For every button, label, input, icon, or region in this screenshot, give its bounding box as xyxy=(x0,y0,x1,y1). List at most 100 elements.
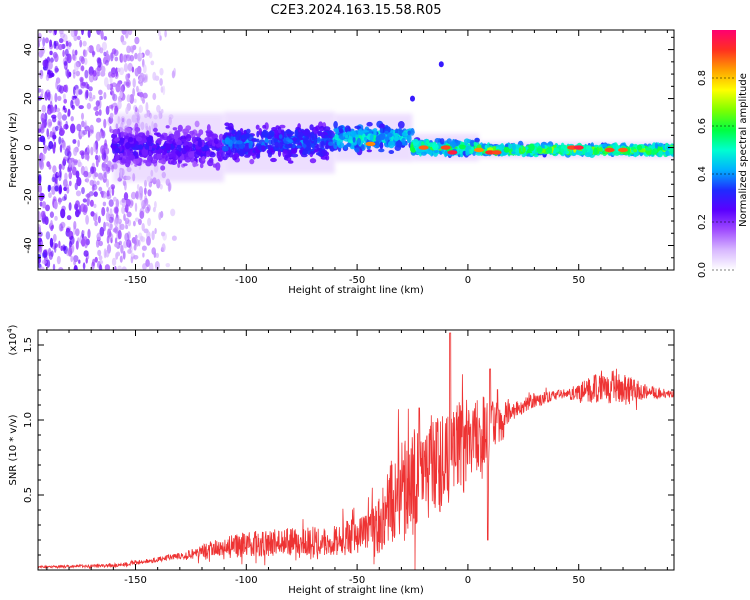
heatmap-band-blob xyxy=(128,136,134,143)
heatmap-speckle xyxy=(90,146,94,156)
heatmap-speckle xyxy=(94,172,99,178)
heatmap-speckle xyxy=(86,193,91,198)
heatmap-speckle xyxy=(108,199,114,207)
heatmap-speckle xyxy=(130,256,134,264)
colorbar-tick-label: 0.6 xyxy=(697,118,708,134)
heatmap-speckle xyxy=(62,49,65,58)
heatmap-band-blob xyxy=(144,144,150,150)
heatmap-speckle xyxy=(54,92,58,103)
heatmap-band-blob xyxy=(355,134,359,138)
heatmap-speckle xyxy=(152,71,157,81)
heatmap-band-blob xyxy=(522,146,526,153)
heatmap-speckle xyxy=(72,53,76,61)
heatmap-band-blob xyxy=(324,134,328,139)
heatmap-speckle xyxy=(137,218,142,226)
heatmap-speckle xyxy=(66,187,70,194)
heatmap-speckle xyxy=(62,244,66,252)
heatmap-band-blob xyxy=(175,150,180,155)
heatmap-speckle xyxy=(76,123,82,132)
heatmap-speckle xyxy=(73,147,78,156)
heatmap-speckle xyxy=(87,228,91,239)
heatmap-speckle xyxy=(132,87,136,97)
heatmap-speckle xyxy=(39,69,44,80)
heatmap-band-blob xyxy=(560,148,564,154)
heatmap-speckle xyxy=(108,71,113,78)
heatmap-speckle xyxy=(53,200,58,210)
heatmap-speckle xyxy=(124,232,130,242)
heatmap-band-blob xyxy=(669,147,674,155)
heatmap-band-blob xyxy=(323,126,331,132)
heatmap-band-blob xyxy=(589,148,593,156)
heatmap-hot-spot xyxy=(365,141,376,147)
heatmap-band-blob xyxy=(366,121,373,127)
heatmap-speckle xyxy=(135,106,138,112)
heatmap-speckle xyxy=(138,46,142,54)
heatmap-speckle xyxy=(100,30,104,40)
heatmap-band-blob xyxy=(499,145,503,151)
heatmap-speckle xyxy=(77,139,80,148)
heatmap-speckle xyxy=(38,173,42,181)
heatmap-speckle xyxy=(38,184,43,193)
heatmap-speckle xyxy=(149,262,154,270)
heatmap-speckle xyxy=(115,198,120,209)
heatmap-band-blob xyxy=(536,147,543,153)
heatmap-speckle xyxy=(38,244,41,251)
heatmap-speckle xyxy=(152,92,157,101)
heatmap-band-blob xyxy=(114,147,121,154)
heatmap-speckle xyxy=(70,30,75,38)
heatmap-speckle xyxy=(66,145,71,153)
heatmap-band-blob xyxy=(135,144,140,150)
heatmap-y-axis-label: Frequency (Hz) xyxy=(8,112,19,188)
heatmap-band-blob xyxy=(593,147,598,156)
heatmap-speckle xyxy=(98,255,103,261)
heatmap-band-blob xyxy=(665,150,670,156)
heatmap-band-blob xyxy=(235,133,240,141)
heatmap-band-blob xyxy=(112,129,119,135)
heatmap-band-blob xyxy=(198,129,204,136)
heatmap-speckle xyxy=(99,95,103,101)
heatmap-band-blob xyxy=(146,136,153,145)
heatmap-speckle xyxy=(80,238,86,247)
heatmap-band-blob xyxy=(658,150,663,158)
heatmap-band-blob xyxy=(473,141,478,147)
heatmap-speckle xyxy=(63,123,69,130)
snr-multiplier-label: (x104) xyxy=(6,324,19,355)
heatmap-band-blob xyxy=(511,151,516,155)
heatmap-band-blob xyxy=(160,165,166,171)
heatmap-band-blob xyxy=(170,160,178,165)
heatmap-band-blob xyxy=(227,122,234,131)
heatmap-speckle xyxy=(94,154,99,161)
heatmap-band-blob xyxy=(168,133,175,140)
heatmap-speckle xyxy=(165,263,171,268)
heatmap-speckle xyxy=(110,184,116,190)
heatmap-speckle xyxy=(89,124,94,134)
heatmap-speckle xyxy=(58,240,61,249)
heatmap-speckle xyxy=(75,170,80,179)
heatmap-band-blob xyxy=(364,136,367,142)
heatmap-speckle xyxy=(121,266,127,270)
heatmap-speckle xyxy=(44,91,48,101)
heatmap-band-blob xyxy=(361,144,365,150)
heatmap-speckle xyxy=(125,106,129,115)
heatmap-hot-spot xyxy=(474,147,484,153)
y-tick-label: -20 xyxy=(23,188,34,204)
heatmap-band-blob xyxy=(228,139,233,147)
heatmap-speckle xyxy=(92,184,98,191)
heatmap-speckle xyxy=(94,220,98,227)
heatmap-speckle xyxy=(38,50,43,58)
heatmap-speckle xyxy=(142,92,148,99)
heatmap-band-blob xyxy=(267,135,272,140)
heatmap-speckle xyxy=(49,237,54,248)
heatmap-band-blob xyxy=(261,130,269,138)
heatmap-speckle xyxy=(88,91,93,99)
heatmap-band-blob xyxy=(261,145,266,153)
heatmap-outlier xyxy=(438,61,444,68)
snr-series-line xyxy=(38,332,674,570)
heatmap-band-blob xyxy=(191,136,197,144)
heatmap-speckle xyxy=(106,235,110,244)
heatmap-band-blob xyxy=(248,141,253,149)
heatmap-band-blob xyxy=(598,147,603,152)
heatmap-speckle xyxy=(45,74,50,81)
heatmap-speckle xyxy=(63,193,68,201)
heatmap-band-blob xyxy=(287,143,293,147)
